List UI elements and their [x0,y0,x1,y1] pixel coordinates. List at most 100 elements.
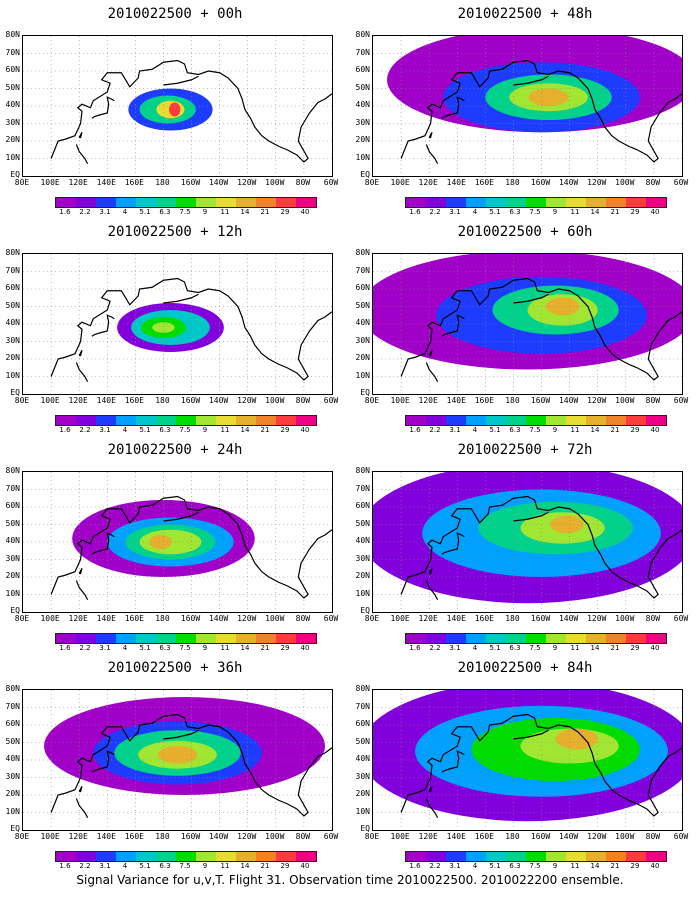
lat-tick-label: 20N [355,789,370,798]
colorbar-label: 11 [220,426,230,434]
lat-tick-label: 50N [5,736,20,746]
coastline [91,96,115,119]
colorbar-label: 4 [122,208,128,216]
variance-map [23,472,332,612]
coastline [441,314,465,337]
lat-tick-label: 50N [355,518,370,528]
lon-tick-label: 180 [505,396,520,405]
colorbar-swatch [296,634,316,643]
coastline [513,729,549,740]
map-area [22,471,333,613]
colorbar-swatch [176,416,196,425]
forecast-panel: 2010022500 + 48h 80N 70N 60N 50N 40N 30N 20N 10N… [350,0,700,218]
lat-tick-label: 80N [355,30,370,39]
colorbar-label: 7.5 [529,426,541,434]
lat-tick-label: 40N [355,318,370,327]
lon-tick-label: 160E [474,832,494,841]
colorbar-label: 29 [630,644,640,652]
colorbar-swatch [296,416,316,425]
colorbar-label: 5.1 [139,208,151,216]
coastline [78,131,83,139]
colorbar-swatch [546,198,566,207]
coastline [428,349,433,357]
lat-tick-label: 60N [355,719,370,728]
colorbar-swatch [606,852,626,861]
variance-map [373,472,682,612]
lon-tick-label: 160W [530,832,551,841]
lon-tick-label: 140E [446,178,466,187]
lon-tick-label: 100W [615,396,635,405]
lat-tick-label: 50N [355,736,370,746]
lat-tick-label: 70N [355,265,370,275]
colorbar-label: 21 [610,426,620,434]
lon-tick-label: 120E [68,178,88,187]
colorbar-swatch [76,634,96,643]
colorbar-label: 5.1 [139,644,151,652]
colorbar-swatch [406,634,426,643]
colorbar [405,197,667,208]
colorbar-swatch [96,416,116,425]
colorbar-label: 7.5 [179,208,191,216]
lat-tick-label: 40N [355,536,370,545]
forecast-panel: 2010022500 + 60h 80N 70N 60N 50N 40N 30N 20N 10N… [350,218,700,436]
colorbar-swatch [76,198,96,207]
map-area [372,689,683,831]
colorbar-swatch [216,416,236,425]
lon-tick-label: 100W [265,832,285,841]
colorbar-swatch [586,198,606,207]
lon-tick-label: 140W [208,396,229,405]
lon-tick-label: 140W [208,614,229,623]
lat-tick-label: 70N [355,701,370,711]
colorbar [405,633,667,644]
colorbar-label: 9 [552,426,558,434]
lon-tick-label: 120W [237,178,257,187]
lon-tick-label: 160W [530,178,551,187]
lon-tick-label: 180 [505,178,520,187]
colorbar-swatch [506,634,526,643]
lon-tick-label: 160E [474,396,494,405]
lat-tick-label: 70N [355,47,370,57]
colorbar-label: 40 [650,644,660,652]
colorbar-label: 1.6 [59,426,71,434]
lat-tick-label: 60N [5,65,20,74]
variance-map [23,690,332,830]
variance-map [373,254,682,394]
colorbar-swatch [196,416,216,425]
colorbar-swatch [486,634,506,643]
lon-tick-label: 60W [673,396,689,405]
colorbar-label: 29 [630,426,640,434]
colorbar-swatch [466,634,486,643]
colorbar-swatch [546,634,566,643]
lat-tick-label: 30N [5,771,20,781]
lat-tick-label: 80N [5,248,20,257]
lon-tick-label: 100W [615,178,635,187]
colorbar-label: 21 [610,862,620,870]
colorbar-label: 7.5 [179,862,191,870]
panel-title: 2010022500 + 00h [107,6,243,22]
lat-tick-label: 70N [5,701,20,711]
colorbar-label: 3.1 [99,862,111,870]
colorbar-swatch [566,198,586,207]
lon-tick-label: 80W [645,178,661,187]
variance-contour [157,746,198,764]
colorbar-label: 2.2 [79,208,91,216]
colorbar-swatch [196,852,216,861]
colorbar-label: 29 [280,208,290,216]
lon-tick-label: 60W [323,614,339,623]
forecast-panel: 2010022500 + 36h 80N 70N 60N 50N 40N 30N 20N 10N… [0,654,350,872]
coastline [428,131,433,139]
figure-caption: Signal Variance for u,v,T. Flight 31. Ob… [76,873,624,887]
variance-map [373,690,682,830]
panel-title: 2010022500 + 48h [457,6,593,22]
lat-tick-label: 30N [355,553,370,563]
lat-tick-label: 60N [355,501,370,510]
lat-tick-label: 10N [5,152,20,162]
colorbar-label: 2.2 [429,208,441,216]
colorbar-label: 14 [240,426,250,434]
lat-tick-label: 10N [5,370,20,380]
colorbar-swatch [646,852,666,861]
colorbar-swatch [606,198,626,207]
coastline [425,580,439,601]
lat-tick-label: 80N [5,30,20,39]
colorbar-swatch [96,852,116,861]
